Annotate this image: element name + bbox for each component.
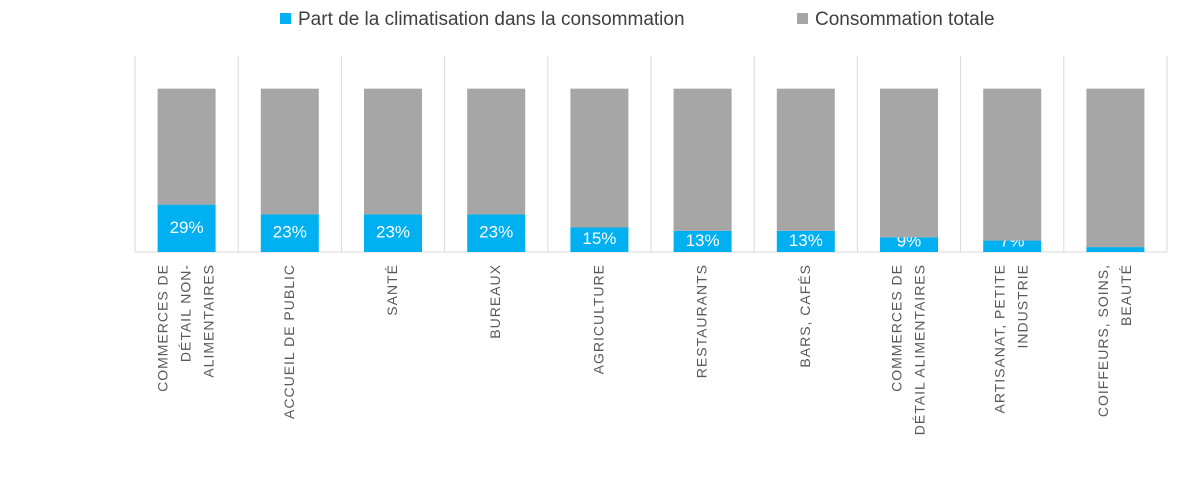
bar [673, 230, 732, 252]
bar [880, 237, 938, 252]
value-label: 15% [582, 229, 616, 248]
x-tick-label: COMMERCES DE DÉTAIL NON- ALIMENTAIRES [154, 264, 216, 392]
bar [570, 227, 629, 252]
bar [467, 214, 526, 252]
legend-label: Consommation totale [815, 9, 995, 30]
bar [157, 88, 216, 205]
bar [1086, 247, 1145, 252]
x-tick-label: RESTAURANTS [693, 264, 709, 378]
x-tick-label: SANTÉ [384, 264, 400, 316]
bar [983, 240, 1042, 252]
bar [570, 88, 629, 228]
legend-swatch [280, 13, 291, 24]
x-tick-label: AGRICULTURE [590, 264, 606, 374]
bar [1086, 88, 1145, 248]
x-tick-label: ACCUEIL DE PUBLIC [281, 264, 297, 419]
bar [776, 230, 835, 252]
value-label: 13% [789, 231, 823, 250]
x-tick-label: BUREAUX [487, 264, 503, 339]
value-label: 23% [273, 223, 307, 242]
bar [776, 88, 835, 231]
bar [467, 88, 526, 215]
bar [260, 214, 319, 252]
bar [157, 204, 216, 252]
bar [260, 88, 319, 215]
x-tick-label: COIFFEURS, SOINS, BEAUTÉ [1095, 264, 1134, 417]
value-label: 13% [686, 231, 720, 250]
bar [364, 214, 422, 252]
value-label: 29% [170, 218, 204, 237]
value-label: 23% [376, 223, 410, 242]
bar [673, 88, 732, 231]
x-tick-label: BARS, CAFÉS [797, 264, 813, 368]
bar [983, 88, 1042, 241]
legend-swatch [797, 13, 808, 24]
value-label: 23% [479, 223, 513, 242]
bar [880, 88, 938, 238]
x-tick-label: ARTISANAT, PETITE INDUSTRIE [991, 264, 1030, 414]
x-tick-label: COMMERCES DE DÉTAIL ALIMENTAIRES [888, 264, 927, 435]
legend-label: Part de la climatisation dans la consomm… [298, 9, 685, 30]
bar [364, 88, 422, 215]
